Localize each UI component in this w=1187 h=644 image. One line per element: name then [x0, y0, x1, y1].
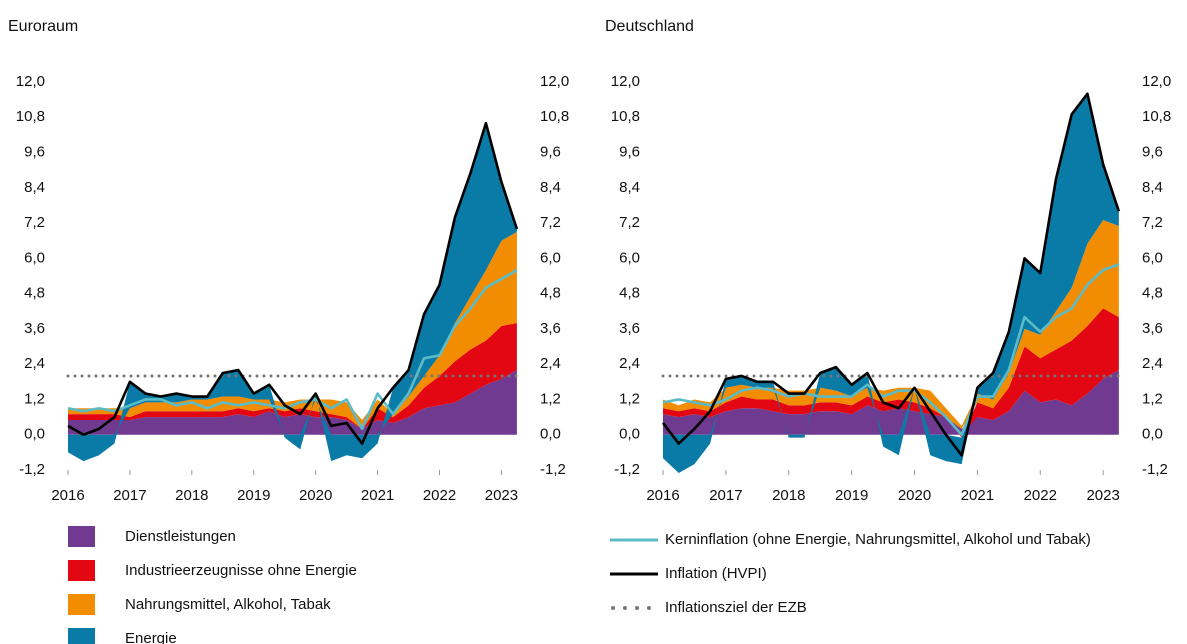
y2-tick-label: 9,6: [1142, 144, 1163, 161]
legend-swatch: [68, 594, 95, 615]
legend-label: Energie: [125, 630, 177, 644]
y-tick-label: 1,2: [619, 390, 640, 407]
y-tick-label: 9,6: [24, 144, 45, 161]
line: [67, 121, 519, 445]
y-tick-label: 2,4: [24, 355, 45, 372]
y2-tick-label: 8,4: [1142, 179, 1163, 196]
line: [662, 263, 1120, 437]
y2-tick-label: 10,8: [540, 108, 569, 125]
y2-tick-label: 7,2: [540, 214, 561, 231]
y2-tick-label: 8,4: [540, 179, 561, 196]
x-tick-label: 2019: [237, 487, 270, 504]
y-tick-label: 6,0: [24, 249, 45, 266]
x-tick-label: 2016: [646, 487, 679, 504]
x-tick-label: 2020: [898, 487, 931, 504]
y2-tick-label: 12,0: [540, 73, 569, 90]
y-tick-label: 8,4: [24, 179, 45, 196]
y-tick-label: -1,2: [19, 461, 45, 478]
y-tick-label: -1,2: [614, 461, 640, 478]
y2-tick-label: 4,8: [1142, 285, 1163, 302]
y2-tick-label: 0,0: [540, 426, 561, 443]
y2-tick-label: 6,0: [540, 249, 561, 266]
y2-tick-label: -1,2: [1142, 461, 1168, 478]
x-tick-label: 2016: [51, 487, 84, 504]
y2-tick-label: 12,0: [1142, 73, 1171, 90]
y2-tick-label: 1,2: [540, 390, 561, 407]
y-tick-label: 3,6: [24, 320, 45, 337]
y2-tick-label: 3,6: [1142, 320, 1163, 337]
chart-title: Deutschland: [605, 18, 694, 35]
y2-tick-label: 6,0: [1142, 249, 1163, 266]
y-tick-label: 0,0: [24, 426, 45, 443]
y2-tick-label: 10,8: [1142, 108, 1171, 125]
x-tick-label: 2023: [1086, 487, 1119, 504]
y-tick-label: 3,6: [619, 320, 640, 337]
legend-swatch: [68, 560, 95, 581]
y2-tick-label: -1,2: [540, 461, 566, 478]
y2-tick-label: 9,6: [540, 144, 561, 161]
y-tick-label: 9,6: [619, 144, 640, 161]
y2-tick-label: 0,0: [1142, 426, 1163, 443]
y2-tick-label: 2,4: [1142, 355, 1163, 372]
y-tick-label: 12,0: [16, 73, 45, 90]
y-tick-label: 7,2: [24, 214, 45, 231]
legend-label: Inflationsziel der EZB: [665, 599, 807, 616]
y2-tick-label: 4,8: [540, 285, 561, 302]
chart-title: Euroraum: [8, 18, 78, 35]
y2-tick-label: 7,2: [1142, 214, 1163, 231]
legend-label: Inflation (HVPI): [665, 565, 767, 582]
x-tick-label: 2021: [361, 487, 394, 504]
y-tick-label: 10,8: [611, 108, 640, 125]
legend-swatch: [68, 526, 95, 547]
y-tick-label: 2,4: [619, 355, 640, 372]
x-tick-label: 2017: [709, 487, 742, 504]
y-tick-label: 0,0: [619, 426, 640, 443]
y-tick-label: 4,8: [24, 285, 45, 302]
x-tick-label: 2017: [113, 487, 146, 504]
y-tick-label: 6,0: [619, 249, 640, 266]
area: [68, 231, 517, 429]
area: [663, 308, 1119, 438]
y-tick-label: 4,8: [619, 285, 640, 302]
line: [67, 268, 518, 431]
y2-tick-label: 1,2: [1142, 390, 1163, 407]
x-tick-label: 2022: [423, 487, 456, 504]
x-tick-label: 2023: [485, 487, 518, 504]
x-tick-label: 2018: [772, 487, 805, 504]
y-tick-label: 8,4: [619, 179, 640, 196]
x-tick-label: 2020: [299, 487, 332, 504]
legend-label: Kerninflation (ohne Energie, Nahrungsmit…: [665, 531, 1091, 548]
y-tick-label: 12,0: [611, 73, 640, 90]
y2-tick-label: 2,4: [540, 355, 561, 372]
x-tick-label: 2022: [1024, 487, 1057, 504]
y-tick-label: 10,8: [16, 108, 45, 125]
y-tick-label: 7,2: [619, 214, 640, 231]
area: [663, 220, 1119, 429]
y2-tick-label: 3,6: [540, 320, 561, 337]
x-tick-label: 2019: [835, 487, 868, 504]
legend-label: Nahrungsmittel, Alkohol, Tabak: [125, 596, 331, 613]
legend-label: Dienstleistungen: [125, 528, 236, 545]
legend-label: Industrieerzeugnisse ohne Energie: [125, 562, 357, 579]
line: [661, 92, 1121, 457]
legend-swatch: [68, 628, 95, 644]
x-tick-label: 2021: [961, 487, 994, 504]
area: [68, 370, 517, 435]
x-tick-label: 2018: [175, 487, 208, 504]
y-tick-label: 1,2: [24, 390, 45, 407]
area: [663, 370, 1119, 435]
